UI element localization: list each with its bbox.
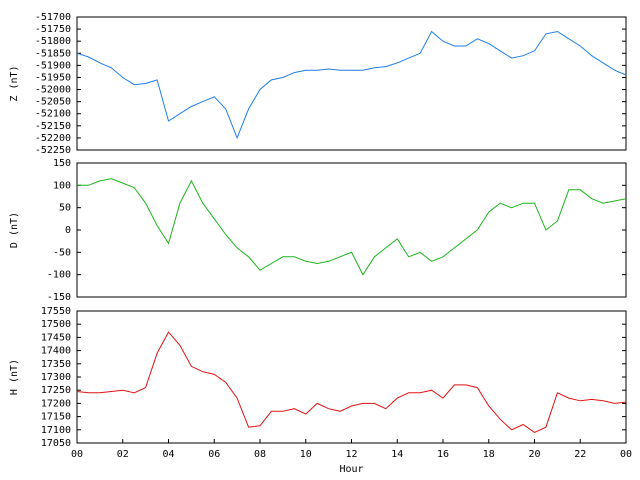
y-tick-label: 17100 bbox=[41, 425, 71, 436]
y-tick-label: -52100 bbox=[35, 109, 71, 120]
plot-frame bbox=[76, 310, 627, 444]
x-axis-label: Hour bbox=[339, 464, 363, 475]
data-line bbox=[76, 30, 627, 140]
y-tick-label: 17150 bbox=[41, 412, 71, 423]
x-tick-label: 16 bbox=[437, 449, 449, 460]
x-tick-label: 02 bbox=[117, 449, 129, 460]
y-axis-label: D (nT) bbox=[9, 212, 20, 248]
x-tick-label: 08 bbox=[254, 449, 266, 460]
y-tick-label: 17450 bbox=[41, 332, 71, 343]
y-tick-label: 17250 bbox=[41, 385, 71, 396]
y-tick-label: -52000 bbox=[35, 85, 71, 96]
plot-frame bbox=[76, 162, 627, 298]
y-tick-label: -50 bbox=[53, 247, 71, 258]
y-tick-label: -51800 bbox=[35, 36, 71, 47]
y-tick-label: 17350 bbox=[41, 359, 71, 370]
data-line bbox=[76, 331, 627, 433]
y-tick-label: -52150 bbox=[35, 121, 71, 132]
y-tick-label: -51850 bbox=[35, 48, 71, 59]
x-tick-label: 14 bbox=[391, 449, 403, 460]
y-tick-label: -52050 bbox=[35, 97, 71, 108]
x-tick-label: 06 bbox=[208, 449, 220, 460]
y-tick-label: -52200 bbox=[35, 133, 71, 144]
y-tick-label: -52250 bbox=[35, 145, 71, 156]
x-tick-label: 00 bbox=[71, 449, 83, 460]
y-tick-label: 17400 bbox=[41, 346, 71, 357]
y-tick-label: -51700 bbox=[35, 12, 71, 23]
x-tick-label: 10 bbox=[300, 449, 312, 460]
y-axis-label: H (nT) bbox=[9, 359, 20, 395]
x-tick-label: 22 bbox=[574, 449, 586, 460]
y-tick-label: 17500 bbox=[41, 319, 71, 330]
y-tick-label: 150 bbox=[53, 158, 71, 169]
x-tick-label: 12 bbox=[345, 449, 357, 460]
y-tick-label: -51900 bbox=[35, 60, 71, 71]
y-tick-label: 17300 bbox=[41, 372, 71, 383]
y-tick-label: 17050 bbox=[41, 438, 71, 449]
data-line bbox=[77, 178, 627, 276]
plot-frame bbox=[76, 16, 627, 151]
y-tick-label: -100 bbox=[47, 270, 71, 281]
y-tick-label: -51950 bbox=[35, 72, 71, 83]
y-tick-label: -150 bbox=[47, 292, 71, 303]
y-axis-label: Z (nT) bbox=[9, 65, 20, 101]
x-tick-label: 18 bbox=[483, 449, 495, 460]
x-tick-label: 00 bbox=[620, 449, 632, 460]
y-tick-label: 17550 bbox=[41, 306, 71, 317]
y-tick-label: 0 bbox=[65, 225, 71, 236]
y-tick-label: 50 bbox=[59, 203, 71, 214]
y-tick-label: 17200 bbox=[41, 398, 71, 409]
y-tick-label: -51750 bbox=[35, 24, 71, 35]
x-tick-label: 20 bbox=[528, 449, 540, 460]
x-tick-label: 04 bbox=[162, 449, 174, 460]
y-tick-label: 100 bbox=[53, 180, 71, 191]
